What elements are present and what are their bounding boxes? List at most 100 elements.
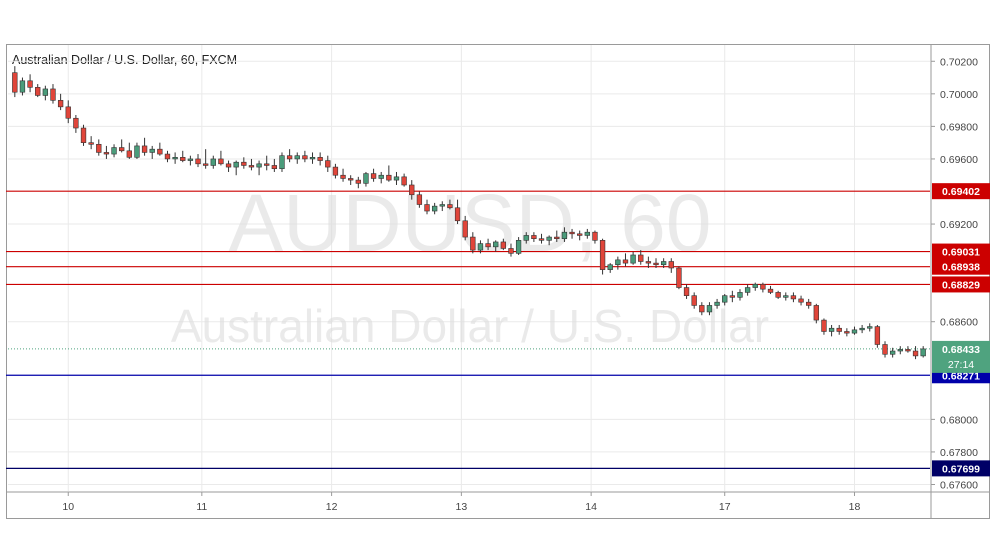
candle-body (73, 117, 79, 129)
candle-body (393, 176, 400, 181)
candle (577, 230, 583, 241)
candle-body (126, 150, 132, 158)
candle-body (431, 205, 438, 212)
candle-body (607, 264, 613, 270)
candle (836, 324, 842, 335)
candle (35, 84, 41, 98)
candle (691, 292, 697, 309)
watermark: AUDUSD, 60 Australian Dollar / U.S. Doll… (171, 178, 769, 352)
candle (737, 289, 743, 301)
candle-body (111, 147, 117, 155)
candle-body (119, 147, 125, 152)
candle-body (180, 157, 186, 161)
candle-body (912, 350, 919, 357)
candle (363, 171, 369, 187)
candle-body (172, 157, 178, 160)
level-tag-label: 0.68271 (942, 370, 980, 382)
candle (42, 85, 49, 101)
candle-body (737, 292, 743, 298)
candle (111, 144, 117, 158)
candle (126, 142, 132, 159)
candle (645, 256, 652, 268)
candle-body (592, 231, 598, 241)
candle (355, 176, 361, 189)
candle (416, 191, 423, 208)
candle (80, 124, 87, 146)
level-tag-label: 0.68829 (942, 279, 980, 291)
candle-body (584, 231, 590, 236)
candle-body (531, 235, 537, 240)
candle-body (706, 305, 713, 313)
candle-body (195, 158, 201, 165)
candle (783, 292, 789, 301)
candle-body (454, 207, 461, 222)
time-tick-label: 12 (326, 501, 338, 513)
candle (744, 284, 751, 296)
countdown-label: 27:14 (948, 359, 974, 371)
candle-body (783, 295, 789, 298)
candle (309, 152, 316, 164)
candle (515, 237, 522, 255)
candle-body (882, 344, 888, 355)
price-axis[interactable]: 0.70200 0.70000 0.69800 0.69600 0.69200 0.686… (931, 56, 978, 491)
candle (317, 152, 323, 166)
candle (462, 215, 468, 241)
candle (920, 346, 926, 358)
candle-body (851, 329, 858, 334)
candle (806, 298, 812, 309)
candle-body (538, 238, 545, 241)
candle (57, 93, 64, 111)
price-tick-label: 0.67800 (940, 447, 978, 459)
candle-body (370, 173, 377, 179)
candle (119, 139, 125, 153)
level-tag-label: 0.69031 (942, 247, 980, 259)
candle (187, 155, 194, 166)
candle-body (149, 148, 155, 153)
time-tick-label: 18 (849, 501, 861, 513)
candle (638, 250, 644, 265)
candle-body (515, 240, 522, 254)
candle (256, 160, 262, 176)
candle (241, 157, 247, 169)
candle-body (554, 236, 560, 240)
candle-body (477, 243, 484, 251)
candle-body (744, 287, 751, 293)
level-tag (932, 243, 990, 260)
candle (752, 282, 758, 291)
time-tick-label: 13 (456, 501, 468, 513)
candle (676, 266, 682, 290)
candle (699, 302, 705, 316)
candle (279, 152, 285, 172)
candle (889, 347, 896, 358)
candle-body (691, 295, 697, 306)
candle (813, 303, 819, 324)
candle-body (615, 259, 621, 266)
candle (195, 154, 201, 168)
candle-body (523, 235, 529, 241)
grid-lines (8, 45, 930, 491)
candle (592, 230, 598, 244)
time-axis[interactable]: 10 11 12 13 14 17 18 (62, 492, 860, 513)
candle (722, 294, 728, 306)
candle (538, 233, 545, 244)
level-tag (932, 276, 990, 293)
candle-body (202, 163, 209, 166)
candle (897, 346, 903, 355)
candle (218, 150, 224, 166)
price-tick-label: 0.69800 (940, 121, 978, 133)
candle (859, 324, 865, 334)
candle (271, 158, 278, 172)
candle-body (897, 349, 903, 352)
candle-body (920, 348, 926, 357)
candle-body (134, 145, 140, 158)
candle-body (447, 204, 453, 209)
candle-body (836, 327, 842, 332)
price-tick-label: 0.70000 (940, 89, 978, 101)
candle-body (88, 142, 94, 145)
candle-body (12, 72, 18, 93)
candle-body (264, 163, 270, 166)
candle-body (241, 161, 247, 166)
candle-body (729, 295, 736, 298)
candle-body (599, 240, 606, 270)
